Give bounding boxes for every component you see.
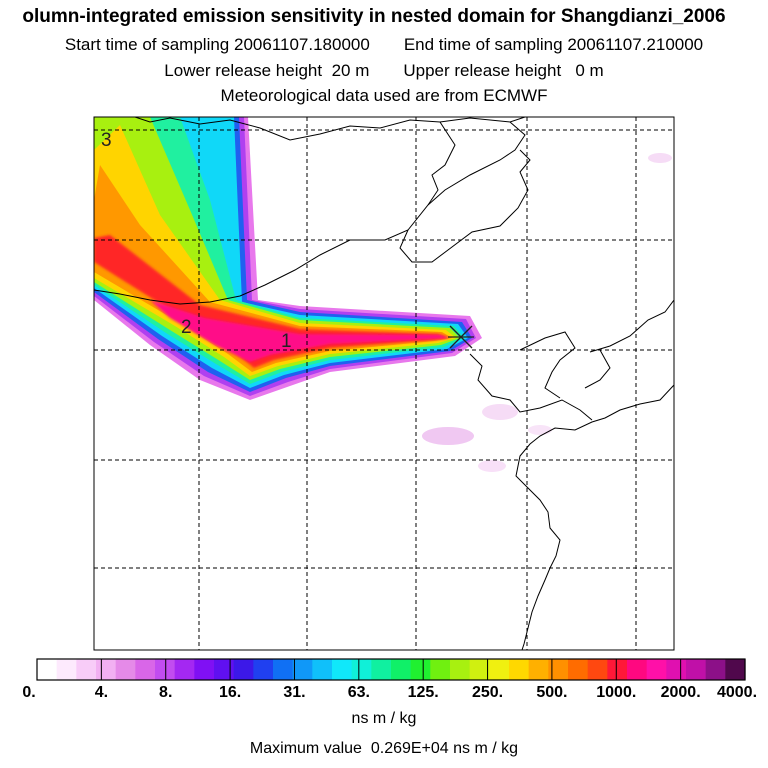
colorbar-segment: [135, 659, 156, 680]
colorbar-segment: [214, 659, 235, 680]
colorbar-segment: [686, 659, 707, 680]
colorbar-segment: [705, 659, 726, 680]
met-data-note: Meteorological data used are from ECMWF: [220, 86, 548, 105]
colorbar-segment: [96, 659, 117, 680]
colorbar-segment: [725, 659, 746, 680]
colorbar-segment: [410, 659, 431, 680]
colorbar-segment: [587, 659, 608, 680]
colorbar-tick-label: 250.: [471, 684, 504, 701]
colorbar-segment: [115, 659, 136, 680]
colorbar-segment: [548, 659, 569, 680]
day-label-1: 1: [281, 331, 292, 352]
colorbar-tick-label: 125.: [407, 684, 439, 701]
colorbar-segment: [469, 659, 490, 680]
colorbar-segment: [273, 659, 294, 680]
colorbar-tick-label: 0.: [22, 684, 36, 701]
colorbar: [36, 658, 746, 681]
colorbar-border: [36, 658, 746, 681]
colorbar-tick-label: 4000.: [716, 684, 758, 701]
colorbar-segment: [607, 659, 628, 680]
colorbar-segment: [233, 659, 254, 680]
colorbar-tick-label: 8.: [159, 684, 173, 701]
colorbar-segment: [489, 659, 510, 680]
colorbar-segment: [292, 659, 313, 680]
coastlines: [94, 117, 674, 650]
colorbar-segment: [627, 659, 648, 680]
colorbar-tick-label: 500.: [536, 684, 568, 701]
plot-title: olumn-integrated emission sensitivity in…: [22, 6, 726, 27]
colorbar-segment: [371, 659, 392, 680]
colorbar-segment: [312, 659, 333, 680]
colorbar-tick-label: 31.: [283, 684, 306, 701]
day-label-3: 3: [101, 130, 112, 151]
colorbar-segment: [509, 659, 530, 680]
colorbar-tick-label: 16.: [218, 684, 242, 701]
colorbar-segment: [568, 659, 589, 680]
colorbar-segment: [174, 659, 195, 680]
sensitivity-plume: [94, 117, 672, 472]
colorbar-segment: [37, 659, 58, 680]
map-frame: [93, 116, 675, 651]
colorbar-segment: [351, 659, 372, 680]
receptor-x-icon: [448, 325, 474, 349]
colorbar-tick-label: 1000.: [596, 684, 637, 701]
age-labels: 1 2 3: [101, 130, 292, 352]
colorbar-segment: [430, 659, 451, 680]
colorbar-segment: [646, 659, 667, 680]
colorbar-segment: [155, 659, 176, 680]
lat-lon-grid: [94, 117, 674, 650]
colorbar-segment: [76, 659, 97, 680]
colorbar-segment: [666, 659, 687, 680]
colorbar-segment: [332, 659, 353, 680]
maximum-value: Maximum value 0.269E+04 ns m / kg: [249, 740, 519, 757]
colorbar-tick-label: 63.: [347, 684, 370, 701]
colorbar-tick-label: 4.: [94, 684, 109, 701]
colorbar-tick-label: 2000.: [660, 684, 701, 701]
colorbar-segment: [253, 659, 274, 680]
colorbar-segment: [450, 659, 471, 680]
colorbar-units: ns m / kg: [351, 710, 417, 727]
colorbar-segment: [528, 659, 549, 680]
colorbar-segment: [391, 659, 412, 680]
day-label-2: 2: [181, 317, 192, 338]
colorbar-segment: [194, 659, 215, 680]
release-heights: Lower release height 20 m Upper release h…: [164, 61, 604, 80]
sampling-times: Start time of sampling 20061107.180000 En…: [64, 35, 704, 54]
colorbar-segment: [56, 659, 77, 680]
